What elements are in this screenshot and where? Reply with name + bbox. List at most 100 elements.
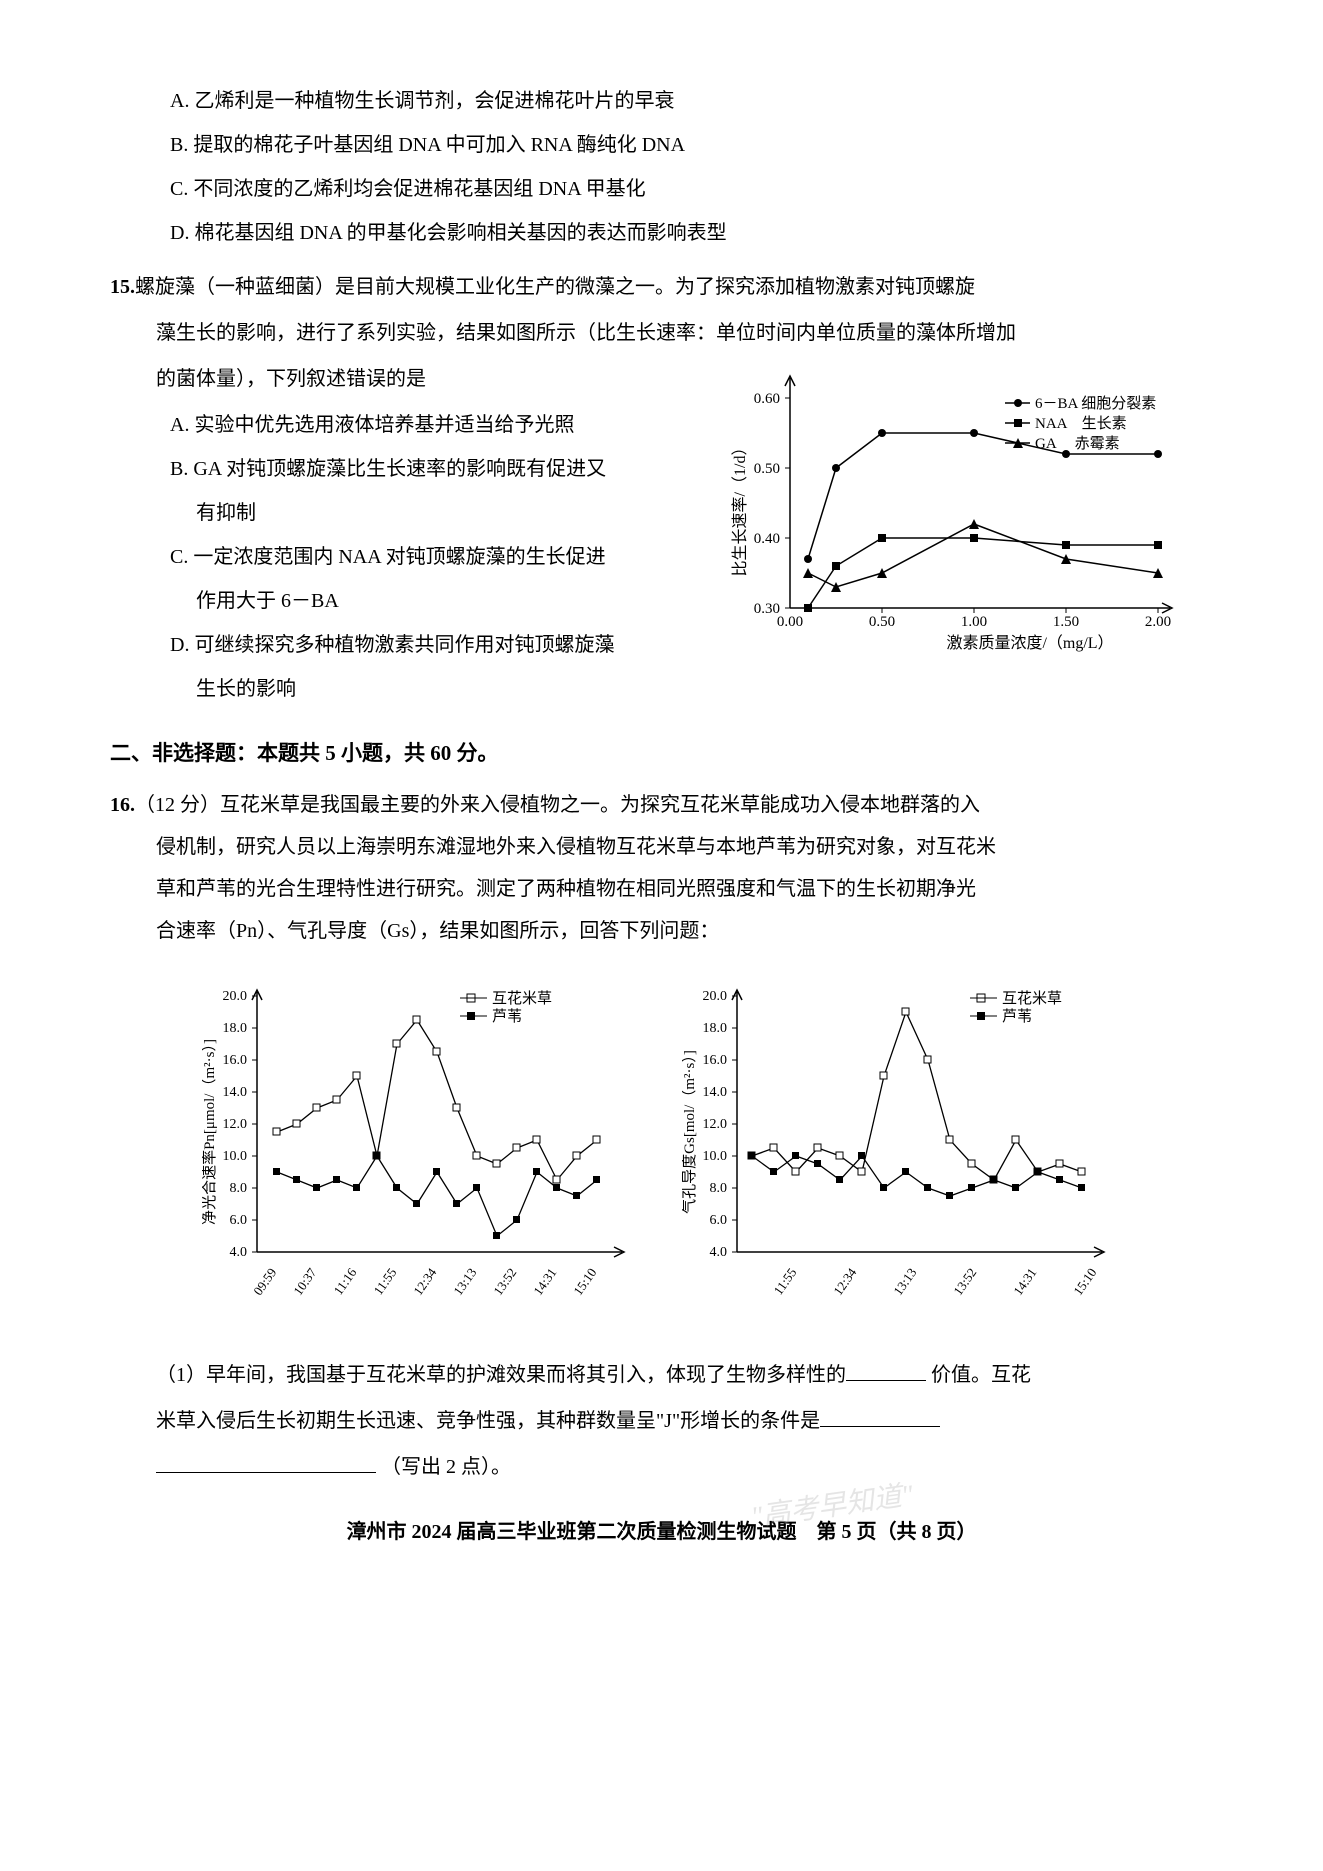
q16-chart-pn: 4.0 6.0 8.0 10.0 12.0 14.0 16.0 18.0 20.…: [202, 972, 642, 1322]
q16-pn-ylabel: 净光合速率Pn[μmol/（m²·s）]: [202, 1039, 218, 1225]
q15-stem-line3: 的菌体量），下列叙述错误的是: [156, 358, 730, 400]
q15-xtick-0: 0.00: [777, 614, 803, 630]
svg-text:20.0: 20.0: [222, 989, 247, 1004]
svg-text:13:52: 13:52: [490, 1265, 519, 1298]
svg-text:4.0: 4.0: [229, 1245, 247, 1260]
svg-text:8.0: 8.0: [229, 1181, 247, 1196]
svg-text:12:34: 12:34: [410, 1265, 440, 1298]
svg-text:12.0: 12.0: [702, 1117, 727, 1132]
q16-gs-legend: 互花米草 芦苇: [970, 990, 1062, 1025]
q15-series-naa-line: [808, 538, 1158, 608]
svg-text:13:13: 13:13: [450, 1265, 479, 1298]
svg-text:15:10: 15:10: [1070, 1265, 1099, 1298]
q15-ga-point: [803, 568, 813, 578]
question-16: 16.（12 分）互花米草是我国最主要的外来入侵植物之一。为探究互花米草能成功入…: [110, 784, 1213, 1490]
q16-gs-reed-line: [752, 1156, 1082, 1196]
svg-text:13:52: 13:52: [950, 1265, 979, 1298]
svg-text:12.0: 12.0: [222, 1117, 247, 1132]
svg-text:14:31: 14:31: [530, 1265, 559, 1298]
q14-option-d: D. 棉花基因组 DNA 的甲基化会影响相关基因的表达而影响表型: [170, 212, 1213, 254]
q14-option-b: B. 提取的棉花子叶基因组 DNA 中可加入 RNA 酶纯化 DNA: [170, 124, 1213, 166]
svg-text:10:37: 10:37: [290, 1265, 320, 1298]
svg-text:8.0: 8.0: [709, 1181, 727, 1196]
svg-text:13:13: 13:13: [890, 1265, 919, 1298]
q16-sub1-line2: 米草入侵后生长初期生长迅速、竞争性强，其种群数量呈"J"形增长的条件是: [156, 1398, 1213, 1444]
q16-sub1-text-a: （1）早年间，我国基于互花米草的护滩效果而将其引入，体现了生物多样性的: [156, 1364, 846, 1386]
q16-stem-line4: 合速率（Pn）、气孔导度（Gs），结果如图所示，回答下列问题：: [156, 910, 1213, 952]
q14-option-a: A. 乙烯利是一种植物生长调节剂，会促进棉花叶片的早衰: [170, 80, 1213, 122]
q15-xtick-4: 2.00: [1145, 614, 1171, 630]
svg-text:14.0: 14.0: [702, 1085, 727, 1100]
svg-text:11:16: 11:16: [330, 1265, 359, 1298]
q15-xtick-1: 0.50: [869, 614, 895, 630]
q15-ylabel: 比生长速率/（1/d）: [731, 440, 749, 577]
svg-text:20.0: 20.0: [702, 989, 727, 1004]
svg-text:16.0: 16.0: [702, 1053, 727, 1068]
q15-series-ga-line: [808, 524, 1158, 587]
q16-sub1-text-c: 米草入侵后生长初期生长迅速、竞争性强，其种群数量呈"J"形增长的条件是: [156, 1410, 820, 1432]
q16-pn-yticks: 4.0 6.0 8.0 10.0 12.0 14.0 16.0 18.0 20.…: [222, 989, 257, 1260]
q16-blank-2a[interactable]: [820, 1407, 940, 1427]
q16-stem-line3: 草和芦苇的光合生理特性进行研究。测定了两种植物在相同光照强度和气温下的生长初期净…: [156, 868, 1213, 910]
q16-gs-legend-reed: 芦苇: [1002, 1008, 1032, 1025]
q16-gs-xticks: 11:55 12:34 13:13 13:52 14:31 15:10: [770, 1265, 1099, 1298]
q15-legend-ga: GA 赤霉素: [1035, 435, 1120, 452]
page-footer: 漳州市 2024 届高三毕业班第二次质量检测生物试题 第 5 页（共 8 页）: [110, 1515, 1213, 1544]
q15-stem-line2: 藻生长的影响，进行了系列实验，结果如图所示（比生长速率：单位时间内单位质量的藻体…: [156, 312, 1213, 354]
svg-text:4.0: 4.0: [709, 1245, 727, 1260]
q16-gs-legend-spartina: 互花米草: [1002, 990, 1062, 1007]
q16-pn-xticks: 09:59 10:37 11:16 11:55 12:34 13:13 13:5…: [250, 1265, 599, 1298]
q15-naa-point: [804, 604, 812, 612]
q15-legend: 6－BA 细胞分裂素 NAA 生长素 GA 赤霉素: [1005, 395, 1156, 452]
svg-text:14:31: 14:31: [1010, 1265, 1039, 1298]
q16-chart-gs: 4.0 6.0 8.0 10.0 12.0 14.0 16.0 18.0 20.…: [682, 972, 1122, 1322]
q15-ytick-2: 0.50: [754, 461, 780, 477]
svg-text:14.0: 14.0: [222, 1085, 247, 1100]
q15-6ba-point: [804, 555, 812, 563]
svg-text:09:59: 09:59: [250, 1265, 279, 1298]
svg-text:15:10: 15:10: [570, 1265, 599, 1298]
q16-pn-legend-reed: 芦苇: [492, 1008, 522, 1025]
svg-text:10.0: 10.0: [702, 1149, 727, 1164]
q16-points: （12 分）: [135, 794, 220, 816]
q16-pn-spartina-markers: [273, 1016, 600, 1183]
q15-chart-svg: 0.30 0.40 0.50 0.60 0.00 0.50 1.00 1.50 …: [730, 358, 1210, 668]
q15-xtick-3: 1.50: [1053, 614, 1079, 630]
q15-number: 15.: [110, 276, 135, 298]
q16-sub1-text-d: （写出 2 点）。: [381, 1456, 511, 1478]
q16-pn-reed-markers: [273, 1152, 600, 1239]
svg-text:11:55: 11:55: [770, 1265, 799, 1297]
q16-stem-line1: 16.（12 分）互花米草是我国最主要的外来入侵植物之一。为探究互花米草能成功入…: [110, 784, 1213, 826]
q16-gs-yticks: 4.0 6.0 8.0 10.0 12.0 14.0 16.0 18.0 20.…: [702, 989, 737, 1260]
q15-option-c-line1: C. 一定浓度范围内 NAA 对钝顶螺旋藻的生长促进: [170, 536, 730, 578]
q16-sub1: （1）早年间，我国基于互花米草的护滩效果而将其引入，体现了生物多样性的 价值。互…: [156, 1352, 1213, 1398]
q16-sub1-line3: （写出 2 点）。: [156, 1444, 1213, 1490]
q15-stem-line1: 螺旋藻（一种蓝细菌）是目前大规模工业化生产的微藻之一。为了探究添加植物激素对钝顶…: [135, 276, 975, 298]
section-2-header: 二、非选择题：本题共 5 小题，共 60 分。: [110, 732, 1213, 774]
q14-option-c: C. 不同浓度的乙烯利均会促进棉花基因组 DNA 甲基化: [170, 168, 1213, 210]
q16-blank-1[interactable]: [846, 1361, 926, 1381]
q15-stem: 15.螺旋藻（一种蓝细菌）是目前大规模工业化生产的微藻之一。为了探究添加植物激素…: [110, 266, 1213, 308]
q15-xlabel: 激素质量浓度/（mg/L）: [946, 634, 1113, 652]
q16-sub1-text-b: 价值。互花: [931, 1364, 1031, 1386]
q16-number: 16.: [110, 794, 135, 816]
q15-option-b-line2: 有抑制: [196, 492, 730, 534]
q16-pn-legend: 互花米草 芦苇: [460, 990, 552, 1025]
q15-option-d-line2: 生长的影响: [196, 668, 730, 710]
q16-gs-ylabel: 气孔导度Gs[mol/（m²·s）]: [682, 1050, 698, 1214]
q16-gs-spartina-line: [752, 1012, 1082, 1180]
q15-option-d-line1: D. 可继续探究多种植物激素共同作用对钝顶螺旋藻: [170, 624, 730, 666]
question-15: 15.螺旋藻（一种蓝细菌）是目前大规模工业化生产的微藻之一。为了探究添加植物激素…: [110, 266, 1213, 712]
q15-option-b-line1: B. GA 对钝顶螺旋藻比生长速率的影响既有促进又: [170, 448, 730, 490]
q15-legend-naa: NAA 生长素: [1035, 415, 1127, 432]
svg-text:10.0: 10.0: [222, 1149, 247, 1164]
q16-charts-row: 4.0 6.0 8.0 10.0 12.0 14.0 16.0 18.0 20.…: [110, 972, 1213, 1322]
q15-option-a: A. 实验中优先选用液体培养基并适当给予光照: [170, 404, 730, 446]
q16-blank-2b[interactable]: [156, 1453, 376, 1473]
svg-text:11:55: 11:55: [370, 1265, 399, 1297]
q15-ytick-3: 0.60: [754, 391, 780, 407]
svg-text:12:34: 12:34: [830, 1265, 860, 1298]
q16-stem-line2: 侵机制，研究人员以上海崇明东滩湿地外来入侵植物互花米草与本地芦苇为研究对象，对互…: [156, 826, 1213, 868]
q16-pn-legend-spartina: 互花米草: [492, 990, 552, 1007]
svg-text:16.0: 16.0: [222, 1053, 247, 1068]
